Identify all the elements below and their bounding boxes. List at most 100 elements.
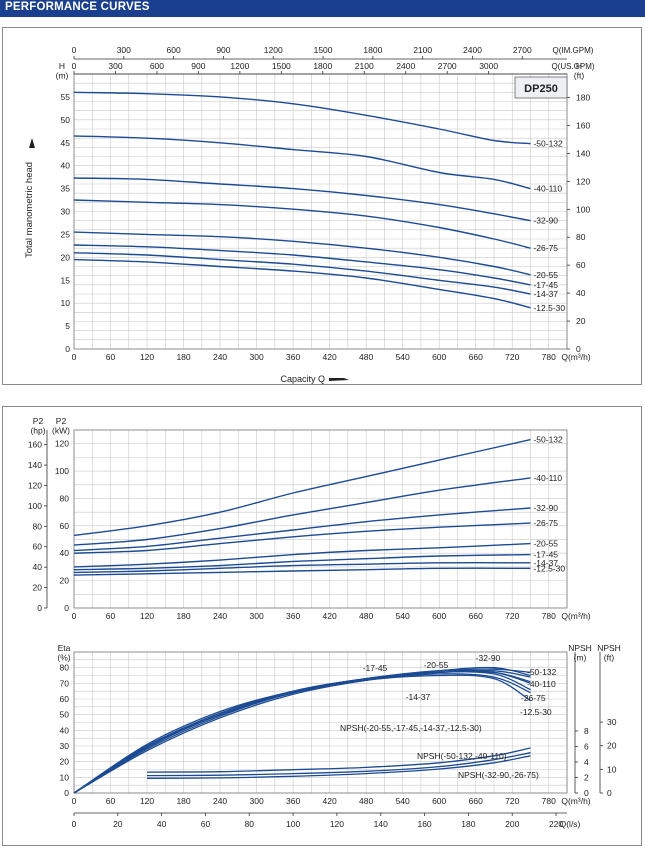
eff-y-tick-label: 30 <box>60 741 70 751</box>
head-curve-50-132 <box>73 91 531 145</box>
eff-y-tick-label: 50 <box>60 710 70 720</box>
power-x-unit-label: Q(m³/h) <box>561 611 590 621</box>
eff-y-tick-label: 40 <box>60 725 70 735</box>
head-x-tick-label: 420 <box>323 352 337 362</box>
top-usgpm-tick-label: 2400 <box>396 61 415 71</box>
npsh-m-tick-label: 8 <box>584 726 589 736</box>
npsh-series-label: NPSH(-32-90,-26-75) <box>458 770 539 780</box>
power-x-tick-label: 420 <box>323 611 337 621</box>
top-usgpm-tick-label: 2100 <box>355 61 374 71</box>
power-x-tick-label: 660 <box>469 611 483 621</box>
eff-y-tick-label: 60 <box>60 694 70 704</box>
npsh-ft-tick-label: 20 <box>607 741 617 751</box>
eff-x-tick-label: 300 <box>249 796 263 806</box>
head-y-right-tick-label: 0 <box>576 344 581 354</box>
head-x-tick-label: 300 <box>249 352 263 362</box>
head-series-label: -40-110 <box>533 184 562 194</box>
top-usgpm-tick-label: 1500 <box>272 61 291 71</box>
head-y-left-tick-label: 5 <box>65 321 70 331</box>
eff-series-label: -32-90 <box>476 653 501 663</box>
eff-y-tick-label: 20 <box>60 757 70 767</box>
eff-x-tick-label: 120 <box>140 796 154 806</box>
power-x-tick-label: 300 <box>249 611 263 621</box>
top-imgpm-tick-label: 300 <box>117 45 131 55</box>
head-curve-12.5-30 <box>73 258 531 309</box>
power-y-hp-tick-label: 100 <box>28 501 42 511</box>
npsh-curve <box>146 752 531 777</box>
head-x-tick-label: 780 <box>542 352 556 362</box>
power-y-kw-tick-label: 40 <box>60 548 70 558</box>
head-x-tick-label: 540 <box>396 352 410 362</box>
npsh-ft-unit-label: NPSH (ft) <box>597 643 621 663</box>
top-imgpm-tick-label: 2400 <box>463 45 482 55</box>
head-y-left-tick-label: 15 <box>61 275 71 285</box>
power-y-hp-tick-label: 160 <box>28 440 42 450</box>
ls-tick-label: 0 <box>72 819 77 829</box>
head-y-left-tick-label: 0 <box>65 344 70 354</box>
top-imgpm-tick-label: 600 <box>167 45 181 55</box>
power-x-tick-label: 60 <box>106 611 116 621</box>
power-y-hp-tick-label: 140 <box>28 460 42 470</box>
power-x-tick-label: 540 <box>396 611 410 621</box>
model-label-box <box>514 76 568 99</box>
head-y-left-tick-label: 30 <box>61 207 71 217</box>
npsh-m-tick-label: 6 <box>584 741 589 751</box>
power-series-label: -40-110 <box>533 473 562 483</box>
head-x-tick-label: 0 <box>72 352 77 362</box>
eff-x-tick-label: 420 <box>323 796 337 806</box>
power-x-tick-label: 720 <box>505 611 519 621</box>
power-y-hp-tick-label: 40 <box>33 562 43 572</box>
head-x-tick-label: 120 <box>140 352 154 362</box>
head-y-left-tick-label: 50 <box>61 115 71 125</box>
head-series-label: -32-90 <box>533 216 558 226</box>
head-y-right-tick-label: 120 <box>576 176 590 186</box>
eff-series-label: -26-75 <box>521 693 546 703</box>
top-imgpm-tick-label: 1500 <box>314 45 333 55</box>
power-x-tick-label: 480 <box>359 611 373 621</box>
ls-tick-label: 60 <box>201 819 211 829</box>
power-curve-32-90 <box>73 507 531 552</box>
ls-tick-label: 140 <box>374 819 388 829</box>
power-curve-14-37 <box>73 562 531 574</box>
head-y-left-tick-label: 40 <box>61 161 71 171</box>
head-x-tick-label: 180 <box>176 352 190 362</box>
eff-series-label: -12.5-30 <box>520 707 552 717</box>
power-series-label: -26-75 <box>533 518 558 528</box>
head-y-axis-label: Total manometric head <box>24 162 35 258</box>
npsh-ft-tick-label: 0 <box>607 788 612 798</box>
ls-tick-label: 80 <box>245 819 255 829</box>
head-y-left-tick-label: 55 <box>61 92 71 102</box>
head-x-tick-label: 60 <box>106 352 116 362</box>
npsh-m-tick-label: 2 <box>584 772 589 782</box>
ls-tick-label: 20 <box>113 819 123 829</box>
ls-unit-label: Q(l/s) <box>560 819 581 829</box>
eff-y-unit-label: Eta (%) <box>57 643 70 663</box>
eff-y-tick-label: 0 <box>64 788 69 798</box>
top-usgpm-tick-label: 900 <box>191 61 205 71</box>
head-series-label: -12.5-30 <box>533 303 565 313</box>
head-y-axis-arrow-icon <box>29 138 35 148</box>
head-x-unit-label: Q(m³/h) <box>561 352 590 362</box>
head-y-left-tick-label: 25 <box>61 229 71 239</box>
power-series-label: -14-37 <box>533 558 558 568</box>
npsh-curve <box>146 755 531 779</box>
power-series-label: -20-55 <box>533 539 558 549</box>
head-y-right-tick-label: 60 <box>576 260 586 270</box>
head-series-label: -50-132 <box>533 139 563 149</box>
top-usgpm-tick-label: 3000 <box>479 61 498 71</box>
head-y-right-tick-label: 160 <box>576 120 590 130</box>
power-curve-40-110 <box>73 477 531 546</box>
power-y-hp-tick-label: 120 <box>28 480 42 490</box>
power-y-kw-tick-label: 120 <box>55 439 69 449</box>
head-x-tick-label: 600 <box>432 352 446 362</box>
eff-y-tick-label: 10 <box>60 772 70 782</box>
eff-series-label: -50-132 <box>527 667 557 677</box>
npsh-series-label: NPSH(-20-55,-17-45,-14-37,-12.5-30) <box>340 723 482 733</box>
power-x-tick-label: 360 <box>286 611 300 621</box>
head-curve-14-37 <box>73 252 531 295</box>
power-series-label: -12.5-30 <box>533 563 565 573</box>
power-y-hp-tick-label: 20 <box>33 583 43 593</box>
eff-x-tick-label: 780 <box>542 796 556 806</box>
top-usgpm-tick-label: 1800 <box>313 61 332 71</box>
npsh-ft-tick-label: 30 <box>607 717 617 727</box>
